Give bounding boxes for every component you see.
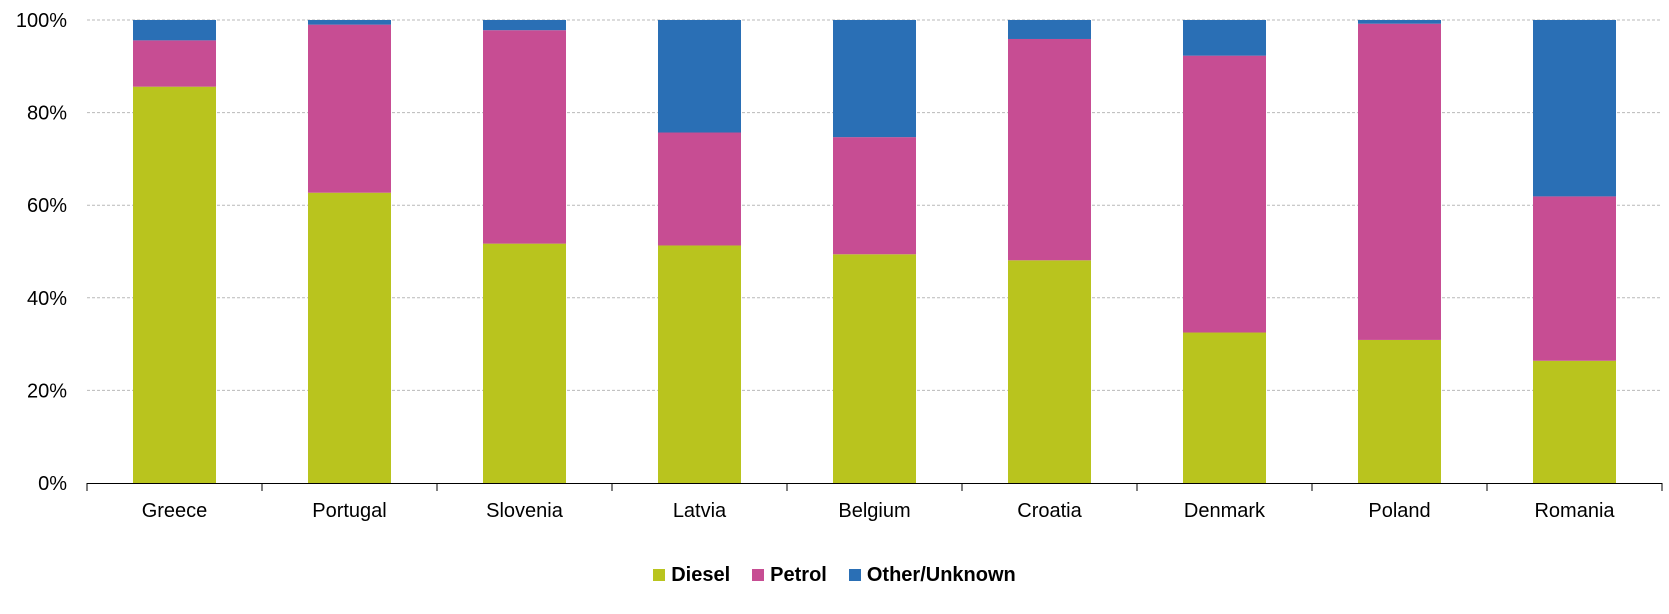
x-tick-label-portugal: Portugal [312,500,387,522]
bar-slovenia-other-unknown [483,20,566,31]
x-tick-label-greece: Greece [142,500,208,522]
legend-item-petrol: Petrol [752,564,827,587]
bar-greece-petrol [133,40,216,87]
bar-latvia-other-unknown [658,20,741,133]
bar-portugal-other-unknown [308,20,391,25]
bar-croatia-petrol [1008,38,1091,261]
legend-item-other-unknown: Other/Unknown [848,563,1016,587]
x-axis [86,483,1663,491]
bar-belgium-other-unknown [833,20,916,138]
y-tick-label: 100% [16,10,67,32]
legend-label-petrol: Petrol [770,563,827,586]
x-tick-label-poland: Poland [1368,500,1430,522]
bar-belgium-diesel [833,254,916,483]
x-tick-label-slovenia: Slovenia [486,500,564,522]
legend-swatch-other-unknown [848,569,861,581]
y-tick-label: 40% [27,288,67,310]
bar-poland-other-unknown [1358,20,1441,24]
bar-latvia-petrol [658,132,741,246]
x-tick-label-croatia: Croatia [1017,500,1082,522]
bar-denmark-petrol [1183,55,1266,333]
bar-poland-diesel [1358,339,1441,483]
y-tick-label: 60% [27,195,67,217]
bars [133,20,1616,483]
bar-romania-petrol [1533,196,1616,361]
x-tick-label-belgium: Belgium [838,500,910,522]
legend: Diesel Petrol Other/Unknown [0,560,1669,590]
bar-croatia-other-unknown [1008,20,1091,39]
bar-portugal-petrol [308,24,391,193]
bar-slovenia-petrol [483,30,566,244]
bar-croatia-diesel [1008,260,1091,483]
bar-poland-petrol [1358,23,1441,340]
x-tick-label-latvia: Latvia [673,500,727,522]
y-tick-label: 0% [38,473,67,495]
legend-swatch-petrol [752,569,765,581]
bar-belgium-petrol [833,137,916,255]
legend-label-other-unknown: Other/Unknown [866,563,1016,586]
bar-denmark-other-unknown [1183,20,1266,56]
legend-label-diesel: Diesel [671,563,731,586]
bar-portugal-diesel [308,192,391,483]
bar-greece-diesel [133,86,216,483]
y-axis-ticks: 0% 20% 40% 60% 80% 100% [16,10,67,495]
bar-slovenia-diesel [483,243,566,483]
bar-romania-other-unknown [1533,20,1616,197]
legend-swatch-diesel [653,569,666,581]
legend-item-diesel: Diesel [653,564,730,587]
x-tick-label-denmark: Denmark [1184,500,1266,522]
bar-latvia-diesel [658,245,741,483]
bar-denmark-diesel [1183,332,1266,483]
x-axis-labels: Greece Portugal Slovenia Latvia Belgium Croat… [142,500,1616,522]
y-tick-label: 20% [27,380,67,402]
bar-greece-other-unknown [133,20,216,41]
y-tick-label: 80% [27,103,67,125]
bar-romania-diesel [1533,360,1616,483]
x-tick-label-romania: Romania [1534,500,1615,522]
